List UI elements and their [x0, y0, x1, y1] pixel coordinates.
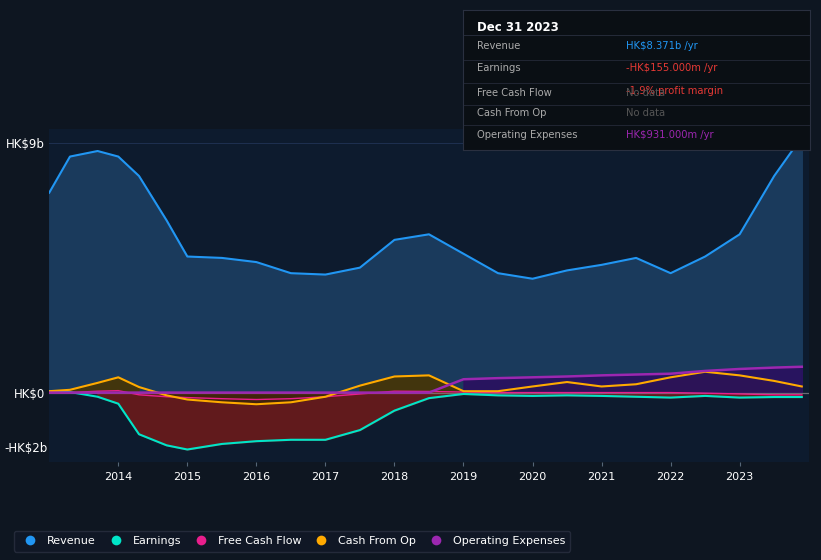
Text: No data: No data — [626, 88, 665, 99]
Text: -HK$2b: -HK$2b — [4, 442, 48, 455]
Text: Cash From Op: Cash From Op — [477, 108, 546, 118]
Text: Earnings: Earnings — [477, 63, 521, 73]
Text: HK$8.371b /yr: HK$8.371b /yr — [626, 41, 698, 51]
Text: Operating Expenses: Operating Expenses — [477, 130, 577, 141]
Text: Free Cash Flow: Free Cash Flow — [477, 88, 552, 99]
Text: HK$931.000m /yr: HK$931.000m /yr — [626, 130, 713, 141]
Text: -1.9% profit margin: -1.9% profit margin — [626, 86, 723, 96]
Text: Revenue: Revenue — [477, 41, 521, 51]
Legend: Revenue, Earnings, Free Cash Flow, Cash From Op, Operating Expenses: Revenue, Earnings, Free Cash Flow, Cash … — [14, 530, 571, 552]
Text: No data: No data — [626, 108, 665, 118]
Text: -HK$155.000m /yr: -HK$155.000m /yr — [626, 63, 718, 73]
Text: Dec 31 2023: Dec 31 2023 — [477, 21, 558, 34]
